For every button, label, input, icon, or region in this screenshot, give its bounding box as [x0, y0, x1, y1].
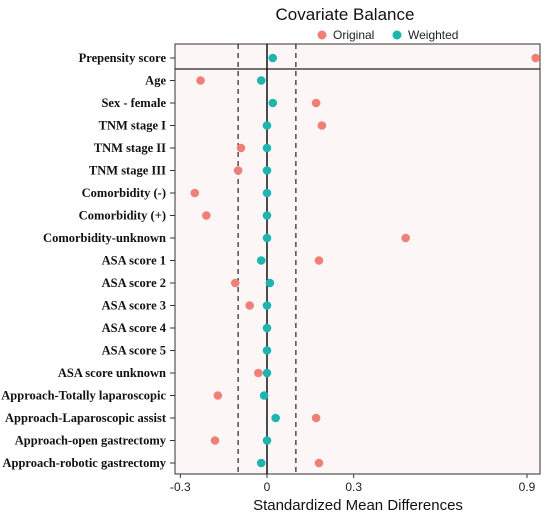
y-tick-label: TNM stage III: [89, 164, 166, 178]
y-tick-label: Prepensity score: [79, 51, 167, 65]
y-tick-label: ASA score unknown: [58, 366, 166, 380]
point-original-1: [196, 76, 205, 85]
point-weighted-16: [271, 413, 280, 423]
point-weighted-18: [256, 458, 266, 468]
point-weighted-9: [256, 256, 266, 265]
point-original-2: [311, 98, 321, 108]
y-tick-label: Comorbidity (-): [82, 186, 166, 200]
y-tick-label: ASA score 3: [102, 299, 166, 313]
y-tick-label: TNM stage I: [99, 119, 166, 133]
point-original-3: [317, 121, 327, 130]
point-original-17: [210, 436, 220, 445]
point-original-5: [233, 166, 243, 175]
legend-marker-original: [317, 30, 327, 40]
point-original-14: [254, 368, 263, 378]
point-original-15: [213, 391, 223, 400]
x-tick-label: 0: [264, 480, 271, 494]
y-tick-label: ASA score 1: [102, 254, 166, 268]
y-tick-label: Approach-Totally laparoscopic: [1, 389, 166, 403]
point-original-6: [190, 188, 200, 198]
point-original-0: [531, 53, 540, 63]
point-original-9: [314, 256, 324, 265]
point-weighted-3: [262, 121, 272, 130]
point-original-18: [314, 458, 324, 468]
point-weighted-17: [262, 436, 272, 445]
y-tick-label: Comorbidity (+): [79, 209, 166, 223]
point-weighted-13: [262, 346, 272, 355]
chart-title: Covariate Balance: [276, 5, 415, 24]
y-axis-labels: Prepensity score Age Sex - female TNM stage…: [1, 51, 175, 470]
y-tick-label: Age: [145, 74, 166, 88]
x-tick-label: 0.3: [345, 480, 362, 494]
y-tick-label: ASA score 4: [102, 321, 167, 335]
point-original-10: [230, 278, 240, 288]
y-tick-label: TNM stage II: [94, 141, 166, 155]
y-tick-label: Approach-open gastrectomy: [15, 434, 167, 448]
point-weighted-12: [262, 323, 272, 333]
data-points: [190, 53, 540, 468]
legend-label-original: Original: [333, 28, 374, 42]
plot-background: [175, 44, 540, 474]
legend-label-weighted: Weighted: [408, 28, 458, 42]
point-weighted-1: [256, 76, 266, 85]
point-weighted-4: [262, 143, 272, 153]
y-tick-label: Approach-Laparoscopic assist: [5, 411, 167, 425]
point-original-8: [401, 233, 410, 243]
x-tick-label: 0.9: [519, 480, 536, 494]
legend-marker-weighted: [392, 30, 402, 40]
point-weighted-0: [268, 53, 278, 63]
y-tick-label: Comorbidity-unknown: [43, 231, 166, 245]
point-original-7: [202, 211, 211, 220]
point-weighted-8: [262, 233, 272, 243]
x-axis-ticks: -0.3 0 0.3 0.9: [170, 474, 536, 494]
reference-lines: [174, 43, 541, 475]
point-original-16: [311, 413, 321, 423]
point-original-11: [245, 301, 254, 310]
legend: Original Weighted: [317, 28, 458, 42]
point-weighted-10: [265, 278, 275, 288]
point-weighted-5: [262, 166, 272, 175]
y-tick-label: Approach-robotic gastrectomy: [2, 456, 166, 470]
x-axis-label: Standardized Mean Differences: [253, 497, 463, 514]
point-weighted-15: [259, 391, 269, 400]
y-tick-label: ASA score 5: [102, 344, 166, 358]
y-tick-label: ASA score 2: [102, 276, 166, 290]
y-tick-label: Sex - female: [101, 96, 166, 110]
point-weighted-2: [268, 98, 278, 108]
point-original-4: [236, 143, 246, 153]
point-weighted-7: [262, 211, 272, 220]
point-weighted-11: [262, 301, 272, 310]
plot-frame: [174, 43, 541, 475]
point-weighted-14: [262, 368, 272, 378]
x-tick-label: -0.3: [170, 480, 191, 494]
point-weighted-6: [262, 188, 272, 198]
